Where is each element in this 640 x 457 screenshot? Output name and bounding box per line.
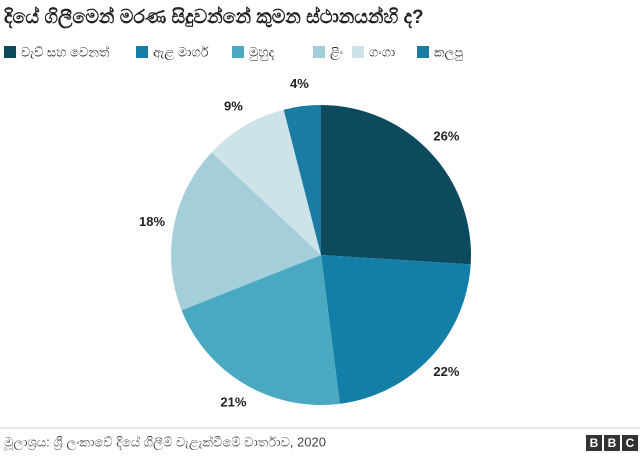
value-label: 18% <box>139 214 165 229</box>
pie-slice <box>211 109 321 255</box>
legend-swatch <box>352 46 364 58</box>
legend-label: කලපු <box>434 44 463 60</box>
legend-label: මුහුද <box>249 44 275 60</box>
legend-swatch <box>417 46 429 58</box>
legend-swatch <box>313 46 325 58</box>
logo-box <box>586 435 602 451</box>
legend-label: ගංගා <box>369 44 395 59</box>
logo-letter: B <box>608 436 617 450</box>
logo-box <box>604 435 620 451</box>
legend-label: වැව් සහ වෙනත් <box>21 44 110 59</box>
pie-slice <box>321 105 471 265</box>
legend-swatch <box>232 46 244 58</box>
logo-box <box>622 435 638 451</box>
value-label: 4% <box>290 76 309 91</box>
pie-slice <box>171 152 321 311</box>
value-label: 22% <box>433 364 459 379</box>
legend-swatch <box>136 46 148 58</box>
legend-swatch <box>4 46 16 58</box>
pie-slice <box>181 255 340 405</box>
legend-label: ඇළ මාර්ග <box>153 44 209 60</box>
source: මූලාශ්‍රය: ශ්‍රී ලංකාවේ දියේ ගිලීම් වැළැ… <box>3 434 326 450</box>
value-label: 26% <box>433 129 459 144</box>
pie-slice <box>283 105 321 255</box>
legend-label: ළිං <box>330 44 343 60</box>
value-label: 9% <box>224 98 243 113</box>
chart-title: දියේ ගිලීමෙන් මරණ සිදුවන්නේ කුමන ස්ථානයන… <box>4 6 424 29</box>
value-label: 21% <box>220 394 246 409</box>
logo-letter: C <box>626 436 635 450</box>
pie-slice <box>321 255 471 404</box>
logo-letter: B <box>590 436 599 450</box>
